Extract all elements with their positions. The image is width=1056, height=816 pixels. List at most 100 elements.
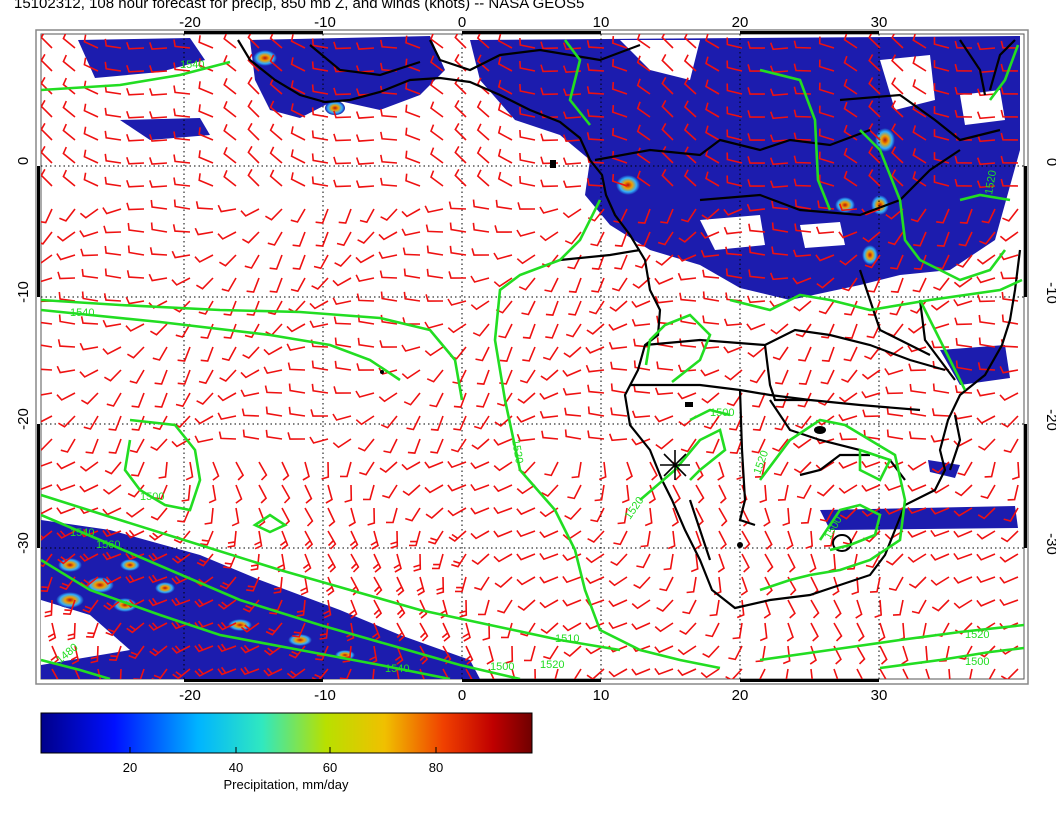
wind-barb [562,157,582,166]
wind-barb [355,415,375,426]
wind-barb [539,599,559,609]
wind-barb [79,553,99,562]
wind-barb [976,415,996,424]
wind-barb [562,369,582,377]
wind-barb [701,392,720,404]
wind-barb [843,170,858,187]
contour-label: 1560 [96,539,120,551]
wind-barb [717,553,725,573]
wind-barb [426,245,444,256]
wind-barb [63,599,76,616]
wind-barb [748,245,766,256]
wind-barb [97,668,102,679]
wind-barb [41,34,53,49]
wind-barb [57,271,76,280]
wind-barb [978,337,996,348]
wind-barb [41,530,53,541]
wind-barb [223,146,237,164]
wind-barb [610,383,628,394]
wind-barb [562,622,582,632]
wind-barb [150,507,168,521]
wind-barb [150,199,168,210]
wind-barb [128,645,145,660]
wind-barb [431,553,444,570]
wind-barb [884,483,904,492]
wind-barb [221,346,237,362]
contour-label: 1500 [140,491,164,503]
wind-barb [816,484,835,497]
wind-barb [419,622,429,642]
wind-barb [171,645,191,654]
wind-barb [800,507,812,524]
wind-barb [194,227,214,236]
wind-barb [516,229,536,237]
wind-barb [590,231,605,247]
wind-barb [149,65,168,73]
wind-barb [311,130,329,141]
wind-barb [631,622,651,631]
wind-barb [403,291,421,302]
wind-barb [534,668,537,679]
wind-barb [62,169,76,187]
wind-barb [636,124,651,141]
wind-barb [476,123,490,141]
wind-barb [954,385,973,394]
wind-barb [787,553,796,573]
wind-barb [126,202,145,211]
wind-barb [571,461,582,479]
wind-barb [109,645,122,662]
wind-barb [131,461,145,477]
wind-barb [907,345,927,353]
wind-barb [217,621,237,631]
wind-barb [640,530,651,548]
wind-barb [864,346,881,360]
wind-barb [264,385,283,394]
wind-barb [288,406,306,417]
wind-barb [150,222,168,233]
wind-barb [774,415,789,431]
wind-barb [686,576,697,594]
wind-barb [787,599,796,619]
wind-barb [258,507,266,527]
wind-barb [288,383,306,394]
wind-barb [357,438,375,452]
wind-barb [539,552,559,561]
wind-barb [333,179,352,188]
wind-barb [380,208,398,221]
wind-barb [473,415,490,430]
wind-barb [104,369,122,382]
wind-barb [868,146,881,164]
wind-barb [379,340,398,348]
wind-barb [519,152,536,164]
wind-barb [540,179,559,188]
wind-barb [562,134,582,143]
wind-barb [104,176,122,187]
wind-barb [311,107,329,118]
wind-barb [567,484,582,500]
wind-barb [198,81,214,95]
wind-barb [419,645,429,665]
wind-barb [370,530,379,550]
wind-barb [103,599,122,611]
wind-barb [223,77,237,95]
wind-barb [522,346,536,362]
wind-barb [79,461,99,472]
precip-field [41,36,1020,679]
wind-barb [999,392,1019,401]
wind-barb [661,146,674,164]
wind-barb [290,172,306,187]
wind-barb [792,277,812,285]
wind-barb [954,86,973,95]
wind-barb [759,622,768,642]
contour-label: 1520 [965,629,989,641]
wind-barb [585,576,605,585]
wind-barb [810,622,819,642]
wind-barb [451,553,467,568]
wind-barb [83,149,99,164]
wind-barb [472,323,490,337]
wind-barb [746,323,766,331]
wind-barb [913,254,927,270]
wind-barb [325,484,333,504]
wind-barb [954,178,973,187]
wind-barb [591,277,605,293]
